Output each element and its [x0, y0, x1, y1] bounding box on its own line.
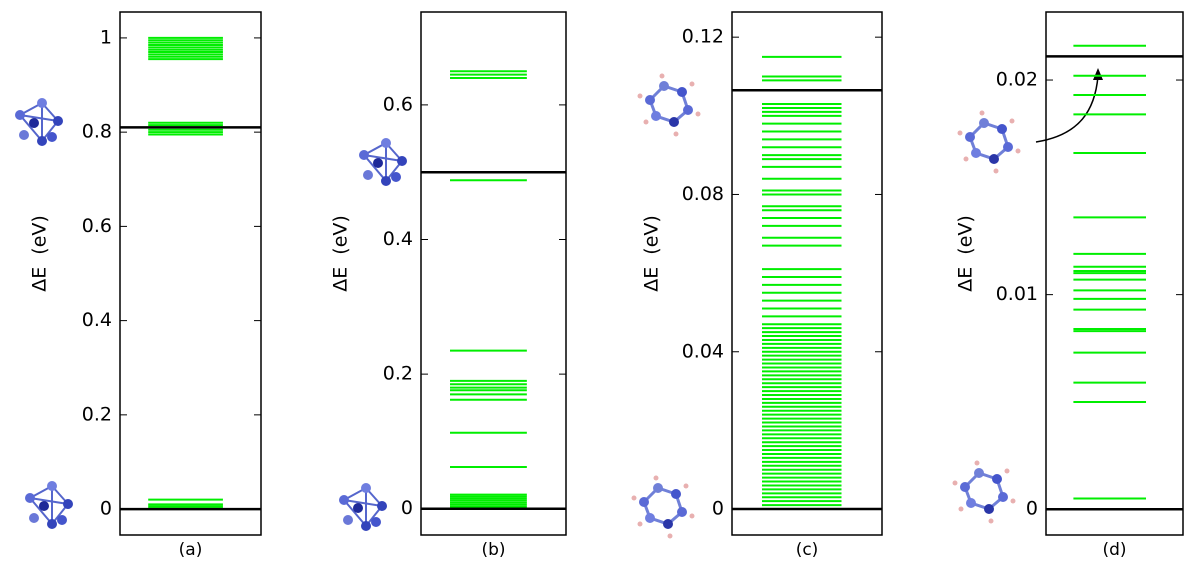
molecule [958, 111, 1021, 174]
molecule [638, 74, 701, 137]
molecule [359, 138, 407, 186]
y-tick-label: 0.6 [82, 215, 112, 237]
molecule [953, 461, 1016, 524]
y-tick-label: 0 [712, 498, 724, 520]
y-tick-label: 0.08 [682, 183, 724, 205]
axes-frame [421, 12, 566, 535]
molecule [339, 483, 387, 531]
figure: 0 0.2 0.4 0.6 0.8 1 (a) ΔE (eV) 0 0.2 0.4 0.6 (b) ΔE … [0, 0, 1184, 562]
y-tick-label: 0.4 [82, 309, 112, 331]
molecule [25, 481, 73, 529]
y-label: ΔE (eV) [330, 215, 352, 292]
molecule [632, 476, 695, 539]
y-tick-label: 0 [100, 498, 112, 520]
page: {"chart_data": [ {"type": "levels", "yla… [0, 0, 1184, 562]
y-label: ΔE (eV) [955, 215, 977, 292]
x-label: (c) [796, 540, 819, 560]
x-label: (a) [179, 540, 203, 560]
y-label: ΔE (eV) [29, 215, 51, 292]
y-label: ΔE (eV) [641, 215, 663, 292]
y-tick-label: 0.8 [82, 121, 112, 143]
y-tick-label: 0.2 [383, 363, 413, 385]
y-tick-label: 0.4 [383, 228, 413, 250]
arrow-head [1093, 68, 1103, 80]
x-label: (d) [1102, 540, 1126, 560]
molecule [15, 98, 63, 146]
y-tick-label: 0.12 [682, 26, 724, 48]
y-tick-label: 0.02 [996, 69, 1038, 91]
y-tick-label: 0 [1026, 498, 1038, 520]
y-tick-label: 1 [100, 26, 112, 48]
axes-frame [120, 12, 261, 535]
x-label: (b) [481, 540, 505, 560]
y-tick-label: 0.2 [82, 403, 112, 425]
y-tick-label: 0 [401, 497, 413, 519]
y-tick-label: 0.04 [682, 340, 724, 362]
y-tick-label: 0.6 [383, 93, 413, 115]
y-tick-label: 0.01 [996, 283, 1038, 305]
